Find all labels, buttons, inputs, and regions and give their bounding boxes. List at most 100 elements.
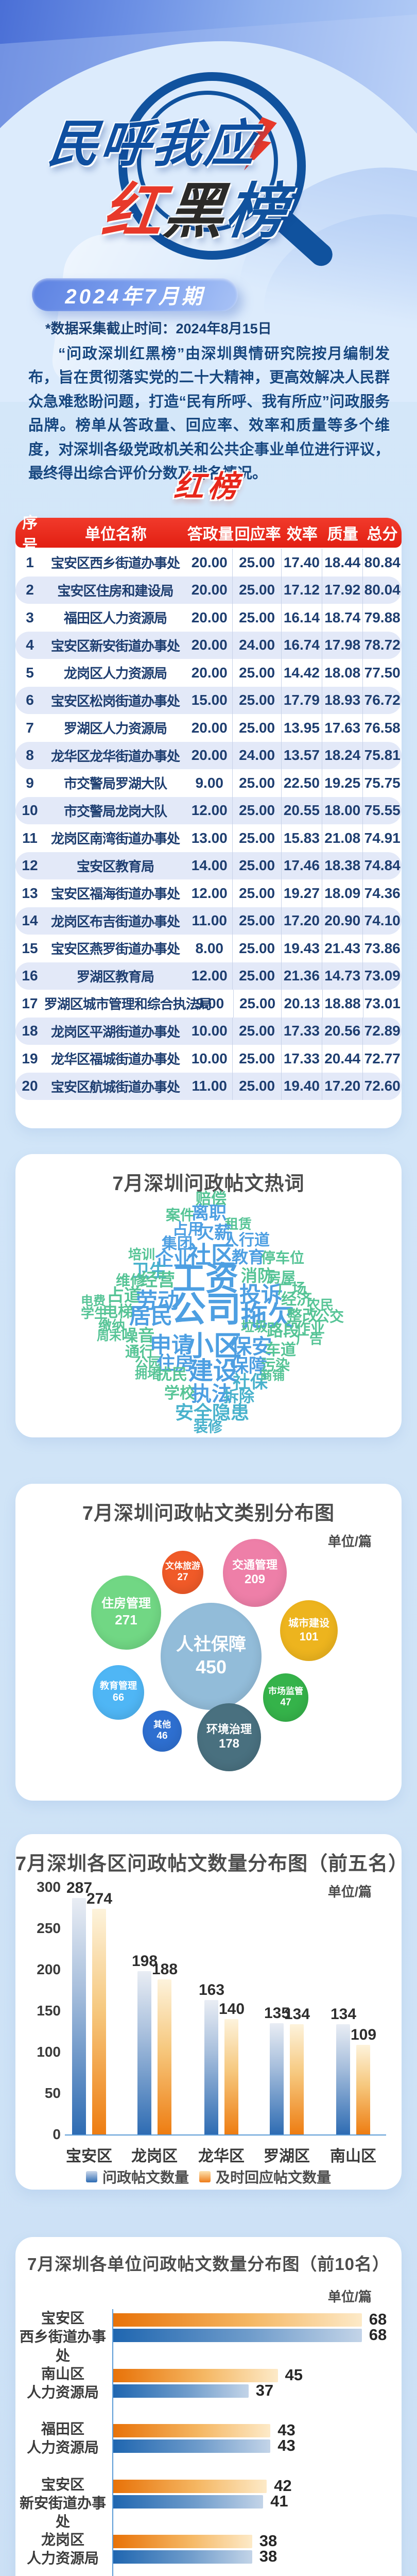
bubble-label: 文体旅游 [165,1561,200,1571]
table-cell: 75.75 [362,769,402,797]
bar [356,2044,370,2134]
wordcloud-word: 扰民 [157,1366,187,1383]
district-chart-card: 7月深圳各区问政帖文数量分布图（前五名） 单位/篇 0 50 100 150 200 25… [15,1834,408,2190]
table-cell: 77.50 [362,659,402,687]
table-cell: 12 [22,857,38,874]
table-cell: 73.09 [362,962,402,990]
wordcloud-word: 缴纳 [98,1318,126,1333]
table-cell: 罗湖区城市管理和综合执法局 [44,996,212,1012]
title-char-red: 红 [99,178,168,245]
unit-plot: 宝安区 西乡街道办事处 68 68 南山区 人力资源局 45 37 福田区 人力资源局 43 43 宝安… [15,2237,402,2576]
table-cell: 19.43 [281,935,322,962]
bar [113,2439,271,2453]
wordcloud-word: 小区 [186,1331,241,1362]
table-cell: 79.88 [362,604,402,632]
wordcloud-word: 经济 [281,1291,312,1308]
table-cell: 17.12 [281,576,322,604]
table-cell: 25.00 [232,796,281,824]
wordcloud-word: 电费 [81,1294,106,1308]
bubble-value: 209 [244,1572,266,1587]
table-cell: 12.00 [191,802,228,819]
table-cell: 25.00 [232,1017,281,1045]
legend-item: 问政帖文数量 [85,2166,189,2187]
table-cell: 25.00 [232,659,281,687]
y-axis-tick: 200 [37,1961,61,1977]
bubble-label: 人社保障 [176,1635,246,1655]
wordcloud-word: 居民 [129,1304,173,1328]
bar-value: 163 [198,1981,225,1999]
table-cell: 15.83 [281,824,322,852]
wordcloud-word: 学校 [164,1385,195,1402]
unit-chart-title: 7月深圳各单位问政帖文数量分布图（前10名） [27,2255,390,2274]
bubble-value: 47 [280,1697,291,1708]
district-plot: 0 50 100 150 200 250 300 宝安区 287 274 龙岗区 198 188 龙华区 1… [15,1834,402,2190]
table-cell: 20.00 [191,719,228,736]
table-cell: 76.58 [362,714,402,742]
bubble: 交通管理 209 [223,1539,287,1607]
table-row: 15 宝安区燕罗街道办事处 8.00 25.00 19.43 21.43 73.86 [15,935,402,962]
wordcloud-word: 保安 [231,1335,272,1358]
table-cell: 20.00 [191,609,228,625]
bubble-label: 住房管理 [101,1597,151,1611]
bar [113,2368,278,2382]
table-header-cell: 回应率 [234,526,281,543]
table-row: 20 宝安区航城街道办事处 11.00 25.00 19.40 17.20 72.60 [15,1072,402,1100]
y-axis-tick: 150 [37,2003,61,2019]
magnifier-ring-inner [137,91,278,232]
table-row: 8 龙华区龙华街道办事处 20.00 24.00 13.57 18.24 75.81 [15,741,402,769]
category-chart-card: 7月深圳问政帖文类别分布图 单位/篇 人社保障 450 住房管理 271 交通管理 209… [15,1484,402,1801]
data-cutoff-note: *数据采集截止时间：2024年8月15日 [45,321,272,336]
table-cell: 22.50 [281,769,322,797]
table-cell: 宝安区福海街道办事处 [50,886,180,902]
district-legend: 问政帖文数量 及时回应帖文数量 [15,2166,402,2187]
wordcloud-word: 车道 [265,1342,296,1359]
table-cell: 罗湖区教育局 [76,969,154,985]
table-cell: 宝安区松岗街道办事处 [50,693,180,709]
wordcloud-word: 建设 [188,1358,238,1385]
x-axis-label: 罗湖区 [264,2148,310,2165]
table-cell: 10 [22,802,38,819]
x-axis-line [65,2134,386,2136]
y-axis-tick: 0 [53,2126,61,2142]
x-axis-label: 宝安区 [66,2148,112,2165]
table-cell: 18.24 [322,741,362,769]
bubble-label: 其他 [153,1719,171,1730]
table-cell: 14.42 [281,659,322,687]
table-cell: 18.44 [322,549,362,577]
table-cell: 13.00 [191,829,228,846]
table-cell: 25.00 [232,549,281,577]
table-cell: 21.08 [322,824,362,852]
x-axis-label: 南山区 [330,2148,376,2165]
table-cell: 宝安区航城街道办事处 [50,1079,180,1095]
bubble-value: 271 [115,1612,137,1628]
bubble-value: 101 [299,1630,319,1643]
bar [204,2000,218,2134]
bar [270,2023,284,2134]
table-cell: 75.55 [362,796,402,824]
table-cell: 宝安区新安街道办事处 [50,638,180,654]
bubble-label: 城市建设 [288,1618,329,1630]
table-cell: 龙岗区平湖街道办事处 [50,1024,180,1040]
title-char-bang: 榜 [222,178,291,245]
table-cell: 25.00 [232,879,281,907]
bar [113,2424,271,2437]
wordcloud-word: 垃圾 [241,1319,268,1334]
wordcloud-word: 广场 [277,1281,307,1297]
wordcloud-word: 执法 [191,1383,232,1405]
table-cell: 18 [22,1023,38,1039]
table-row: 2 宝安区住房和建设局 20.00 25.00 17.12 17.92 80.04 [15,576,402,604]
bar [113,2329,362,2342]
wordcloud-word: 卫生 [132,1261,167,1281]
legend-item: 及时回应帖文数量 [199,2166,331,2187]
table-cell: 20.00 [191,664,228,681]
table-cell: 25.00 [232,576,281,604]
bubble: 教育管理 66 [93,1665,144,1720]
table-cell: 25.00 [232,907,281,935]
bar [113,2535,252,2548]
category-chart-title: 7月深圳问政帖文类别分布图 [82,1503,335,1524]
table-cell: 13.95 [281,714,322,742]
table-cell: 20.90 [322,907,362,935]
table-row: 11 龙岗区南湾街道办事处 13.00 25.00 15.83 21.08 74.91 [15,824,402,852]
wordcloud-word: 离职 [192,1204,227,1223]
table-header-cell: 单位名称 [85,526,147,543]
